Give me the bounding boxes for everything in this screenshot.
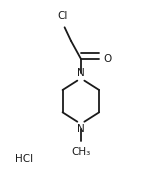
- Text: CH₃: CH₃: [71, 147, 90, 157]
- Text: N: N: [77, 68, 85, 78]
- Text: N: N: [77, 124, 85, 134]
- Text: O: O: [104, 54, 112, 64]
- Text: Cl: Cl: [57, 11, 68, 21]
- Text: HCl: HCl: [15, 154, 33, 164]
